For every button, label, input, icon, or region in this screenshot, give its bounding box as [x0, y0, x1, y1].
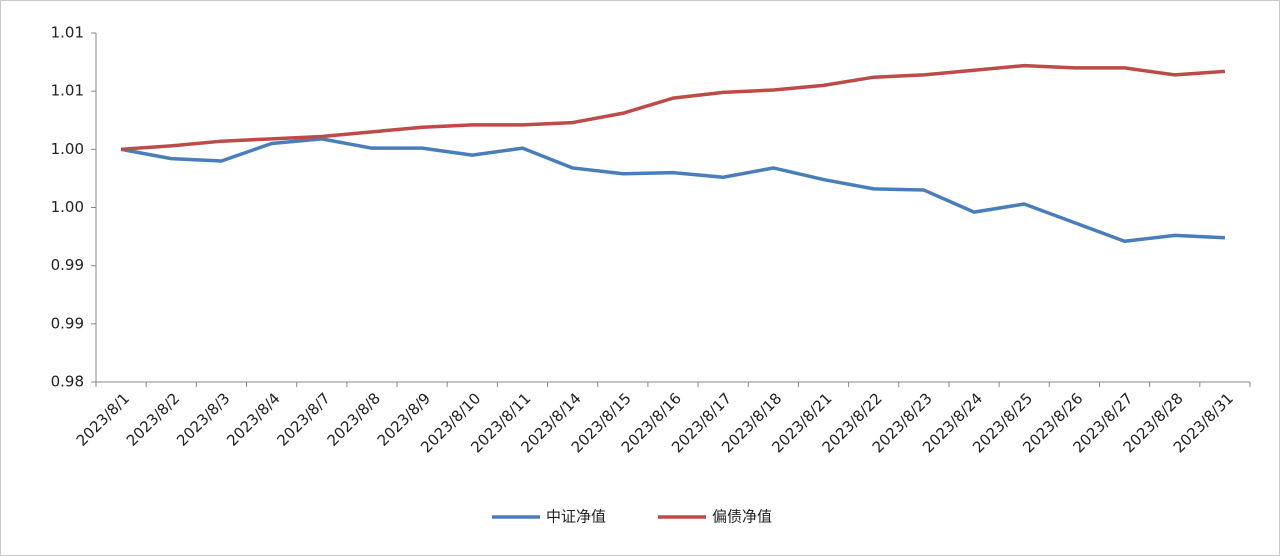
y-tick-label: 1.00	[51, 198, 84, 216]
y-tick-label: 1.01	[51, 82, 84, 100]
y-tick-label: 1.01	[51, 24, 84, 42]
y-tick-label: 0.99	[51, 256, 84, 274]
legend-label: 中证净值	[546, 508, 606, 526]
y-tick-label: 1.00	[51, 140, 84, 158]
y-tick-label: 0.99	[51, 314, 84, 332]
series-line	[120, 137, 1225, 243]
series-line	[120, 63, 1226, 152]
y-tick-label: 0.98	[51, 373, 84, 391]
legend-label: 偏债净值	[712, 508, 772, 526]
